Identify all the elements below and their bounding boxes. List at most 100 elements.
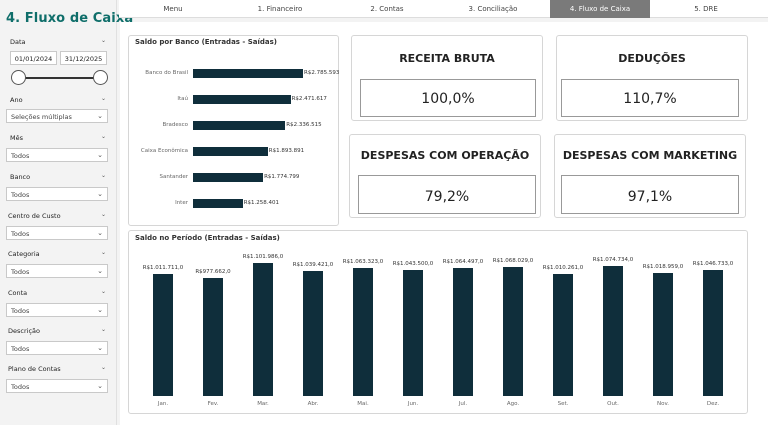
- period-category-label: Fev.: [207, 401, 219, 407]
- page-title: 4. Fluxo de Caixa: [6, 11, 134, 26]
- kpi-value-box: 97,1%: [561, 175, 739, 214]
- bank-bar[interactable]: [193, 147, 268, 156]
- period-bar[interactable]: [403, 270, 423, 396]
- kpi-value: 97,1%: [627, 189, 673, 205]
- bank-data-label: R$1.774.799: [264, 174, 300, 180]
- period-category-label: Dez.: [706, 401, 720, 407]
- period-category-label: Mai.: [357, 401, 369, 407]
- banco-dropdown-value: Todos: [11, 191, 30, 199]
- plano-contas-dropdown[interactable]: Todos ⌄: [6, 379, 108, 393]
- period-bar[interactable]: [603, 266, 623, 396]
- period-category-label: Jul.: [458, 401, 468, 407]
- period-bar[interactable]: [653, 273, 673, 396]
- kpi-value: 110,7%: [623, 91, 677, 107]
- period-bar[interactable]: [503, 267, 523, 396]
- kpi-title: DEDUÇÕES: [618, 52, 686, 65]
- period-balance-chart: R$1.011.711,0 Jan. R$977.662,0 Fev. R$1.101.…: [129, 231, 749, 415]
- bank-data-label: R$2.471.617: [291, 96, 327, 102]
- chevron-down-icon: ⌄: [97, 306, 103, 314]
- kpi-title: DESPESAS COM MARKETING: [562, 149, 738, 162]
- period-bar[interactable]: [253, 263, 273, 396]
- bank-category-label: Santander: [159, 174, 189, 180]
- bank-bar[interactable]: [193, 69, 303, 78]
- filter-label-conta: Conta: [8, 289, 28, 297]
- chevron-down-icon[interactable]: ⌄: [100, 288, 106, 295]
- date-start-input[interactable]: 01/01/2024: [10, 51, 57, 65]
- date-end-input[interactable]: 31/12/2025: [60, 51, 107, 65]
- chevron-down-icon[interactable]: ⌄: [100, 37, 106, 44]
- kpi-value: 100,0%: [421, 91, 475, 107]
- chevron-down-icon[interactable]: ⌄: [100, 133, 106, 140]
- ano-dropdown-value: Seleções múltiplas: [11, 113, 72, 121]
- main-panel: Saldo por Banco (Entradas - Saídas) Banc…: [120, 22, 768, 425]
- period-bar[interactable]: [153, 273, 173, 396]
- chevron-down-icon[interactable]: ⌄: [100, 364, 106, 371]
- filter-label-centro-custo: Centro de Custo: [8, 212, 61, 220]
- bank-balance-chart-card: Saldo por Banco (Entradas - Saídas) Banc…: [128, 35, 339, 226]
- tab-conciliacao[interactable]: 3. Conciliação: [468, 5, 518, 13]
- bank-bar[interactable]: [193, 95, 291, 104]
- period-data-label: R$1.046.733,0: [692, 260, 734, 267]
- period-bar[interactable]: [303, 270, 323, 396]
- chevron-down-icon: ⌄: [97, 151, 103, 159]
- period-data-label: R$1.039.421,0: [292, 261, 334, 268]
- period-chart-title: Saldo no Período (Entradas - Saídas): [135, 234, 280, 242]
- conta-dropdown[interactable]: Todos ⌄: [6, 303, 108, 317]
- chevron-down-icon[interactable]: ⌄: [100, 249, 106, 256]
- date-range-end-handle[interactable]: [93, 70, 108, 85]
- period-bar[interactable]: [703, 269, 723, 396]
- kpi-title: DESPESAS COM OPERAÇÃO: [360, 149, 530, 162]
- descricao-dropdown[interactable]: Todos ⌄: [6, 341, 108, 355]
- chevron-down-icon[interactable]: ⌄: [100, 211, 106, 218]
- period-balance-chart-card: Saldo no Período (Entradas - Saídas) R$1…: [128, 230, 748, 414]
- filter-label-banco: Banco: [10, 173, 31, 181]
- period-data-label: R$977.662,0: [195, 269, 231, 275]
- period-category-label: Jun.: [407, 401, 419, 407]
- filter-label-categoria: Categoria: [8, 250, 40, 258]
- filter-label-descricao: Descrição: [8, 327, 40, 335]
- tab-menu[interactable]: Menu: [163, 5, 183, 13]
- chevron-down-icon: ⌄: [97, 267, 103, 275]
- categoria-dropdown[interactable]: Todos ⌄: [6, 264, 108, 278]
- tab-dre[interactable]: 5. DRE: [694, 5, 718, 13]
- kpi-value-box: 110,7%: [561, 79, 739, 117]
- tab-contas[interactable]: 2. Contas: [370, 5, 404, 13]
- chevron-down-icon[interactable]: ⌄: [100, 326, 106, 333]
- categoria-dropdown-value: Todos: [11, 268, 30, 276]
- period-category-label: Set.: [557, 401, 569, 407]
- centro-custo-dropdown[interactable]: Todos ⌄: [6, 226, 108, 240]
- kpi-card-despesas-marketing: DESPESAS COM MARKETING 97,1%: [554, 134, 746, 218]
- bank-category-label: Banco do Brasil: [145, 70, 188, 76]
- chevron-down-icon[interactable]: ⌄: [100, 172, 106, 179]
- period-category-label: Ago.: [506, 401, 520, 407]
- ano-dropdown[interactable]: Seleções múltiplas ⌄: [6, 109, 108, 123]
- banco-dropdown[interactable]: Todos ⌄: [6, 187, 108, 201]
- period-category-label: Jan.: [157, 401, 169, 407]
- period-bar[interactable]: [553, 274, 573, 396]
- filter-label-mes: Mês: [10, 134, 23, 142]
- bank-bar[interactable]: [193, 173, 264, 182]
- descricao-dropdown-value: Todos: [11, 345, 30, 353]
- conta-dropdown-value: Todos: [11, 307, 30, 315]
- kpi-card-deducoes: DEDUÇÕES 110,7%: [556, 35, 748, 121]
- plano-contas-dropdown-value: Todos: [11, 383, 30, 391]
- tab-financeiro[interactable]: 1. Financeiro: [257, 5, 303, 13]
- period-bar[interactable]: [203, 278, 223, 396]
- bank-bar[interactable]: [193, 121, 286, 130]
- mes-dropdown[interactable]: Todos ⌄: [6, 148, 108, 162]
- chevron-down-icon: ⌄: [97, 190, 103, 198]
- date-range-start-handle[interactable]: [11, 70, 26, 85]
- chevron-down-icon[interactable]: ⌄: [100, 95, 106, 102]
- period-data-label: R$1.018.959,0: [642, 264, 684, 271]
- filter-label-plano-contas: Plano de Contas: [8, 365, 61, 373]
- bank-bar[interactable]: [193, 199, 243, 208]
- period-bar[interactable]: [353, 267, 373, 396]
- tab-fluxo-de-caixa[interactable]: 4. Fluxo de Caixa: [550, 0, 650, 18]
- period-category-label: Nov.: [656, 401, 670, 407]
- chevron-down-icon: ⌄: [97, 382, 103, 390]
- bank-category-label: Itaú: [177, 96, 188, 102]
- date-range-slider-track[interactable]: [18, 77, 100, 79]
- period-data-label: R$1.064.497,0: [442, 258, 484, 265]
- period-bar[interactable]: [453, 267, 473, 396]
- period-data-label: R$1.010.261,0: [542, 265, 584, 272]
